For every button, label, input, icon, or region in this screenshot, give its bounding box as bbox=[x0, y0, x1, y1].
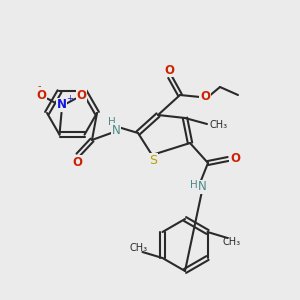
Text: CH₃: CH₃ bbox=[129, 243, 148, 253]
Text: O: O bbox=[72, 155, 82, 169]
Text: O: O bbox=[76, 89, 86, 102]
Text: +: + bbox=[67, 94, 73, 103]
Text: N: N bbox=[112, 124, 120, 136]
Text: CH₃: CH₃ bbox=[209, 120, 227, 130]
Text: N: N bbox=[198, 181, 206, 194]
Text: O: O bbox=[200, 91, 210, 103]
Text: O: O bbox=[164, 64, 174, 76]
Text: O: O bbox=[37, 89, 46, 102]
Text: CH₃: CH₃ bbox=[223, 237, 241, 247]
Text: -: - bbox=[38, 81, 41, 91]
Text: N: N bbox=[56, 98, 67, 111]
Text: H: H bbox=[190, 180, 198, 190]
Text: O: O bbox=[230, 152, 240, 166]
Text: S: S bbox=[149, 154, 157, 166]
Text: H: H bbox=[108, 117, 116, 127]
